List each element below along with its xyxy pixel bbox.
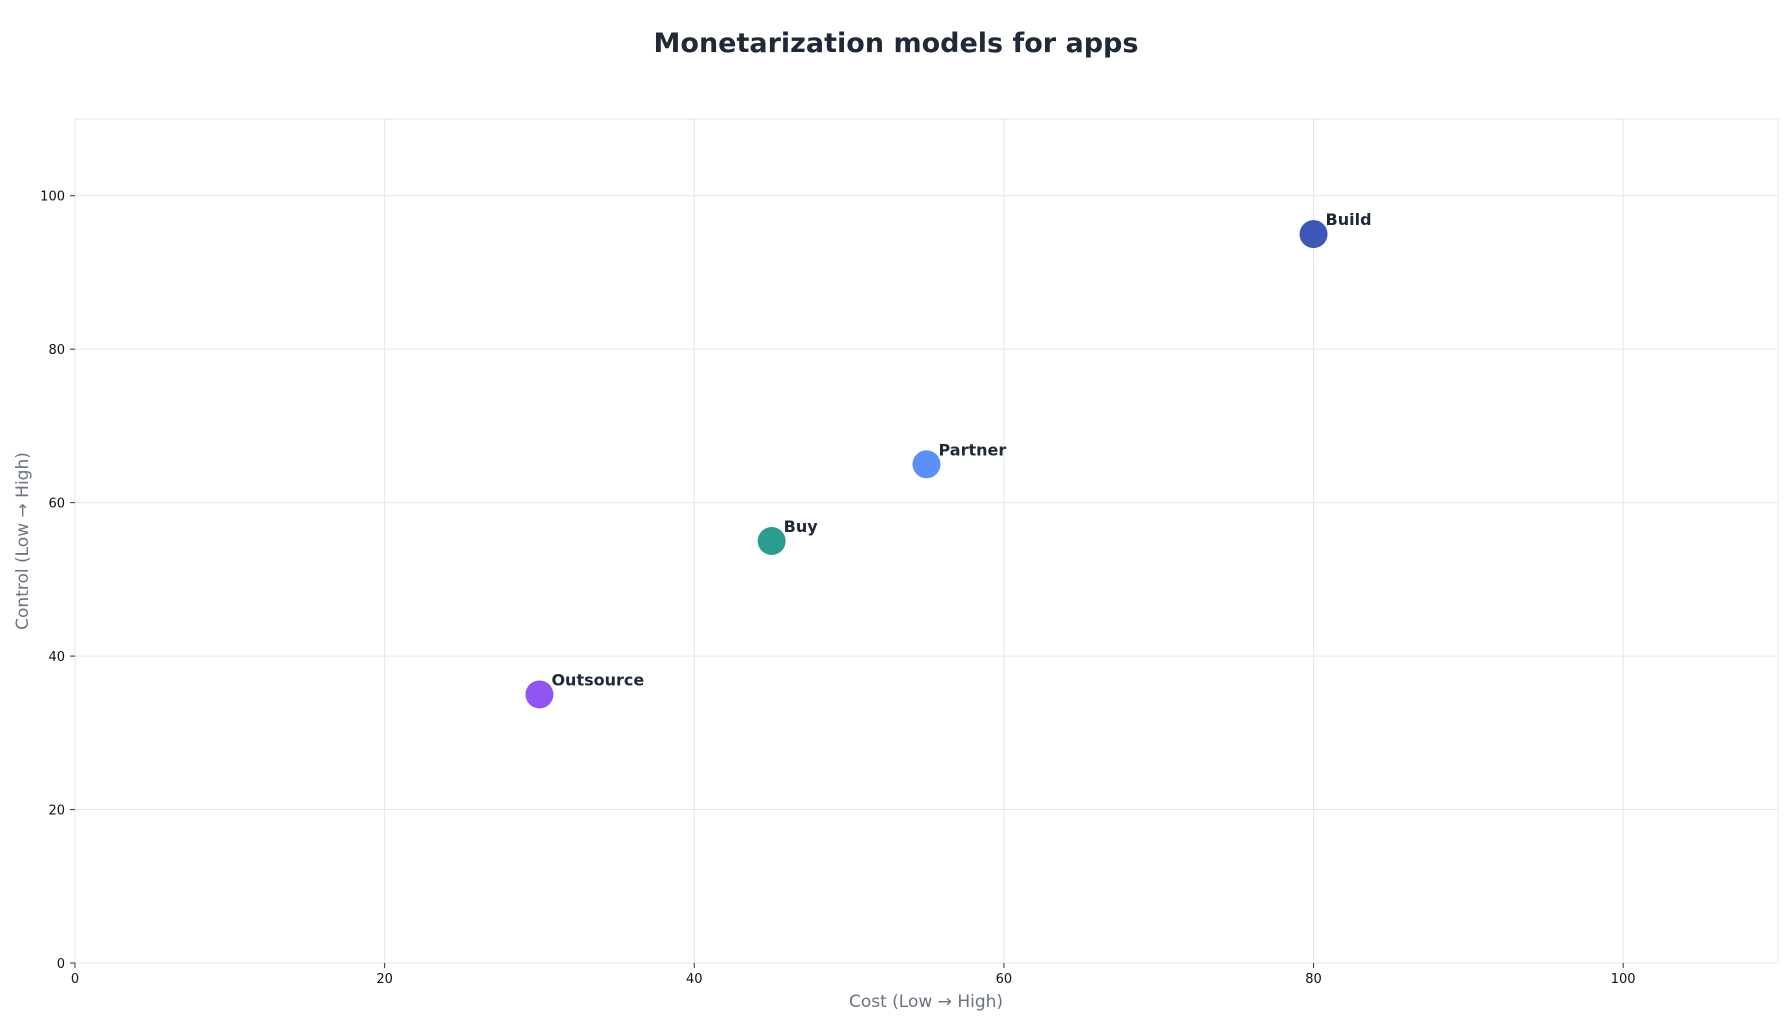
y-tick-label: 100	[40, 190, 65, 205]
data-label-partner: Partner	[939, 440, 1007, 459]
y-tick-label: 60	[48, 497, 65, 512]
chart-title: Monetarization models for apps	[654, 28, 1139, 59]
plot-area	[74, 118, 1779, 964]
data-point-buy	[757, 527, 786, 555]
data-label-outsource: Outsource	[551, 670, 644, 689]
y-tick-label: 0	[57, 957, 65, 972]
data-label-build: Build	[1326, 210, 1372, 229]
x-tick-label: 100	[1611, 972, 1636, 987]
x-tick-label: 20	[376, 972, 393, 987]
data-point-outsource	[525, 680, 554, 709]
y-tick-label: 80	[48, 343, 65, 358]
x-tick-label: 40	[686, 972, 703, 987]
x-tick-label: 0	[71, 972, 79, 987]
x-tick-label: 60	[996, 972, 1013, 987]
x-tick-label: 80	[1305, 972, 1322, 987]
y-axis-label: Control (Low → High)	[13, 452, 33, 630]
data-point-build	[1299, 220, 1328, 249]
data-point-partner	[912, 450, 941, 479]
axis-ticks: 0 20 40 60 80 100 0 20 40 60 80 100	[40, 190, 1635, 987]
y-tick-label: 40	[48, 650, 65, 665]
x-axis-label: Cost (Low → High)	[849, 992, 1003, 1012]
grid-lines	[75, 119, 1778, 963]
data-points: Outsource Buy Partner Build	[525, 210, 1372, 709]
data-label-buy: Buy	[784, 517, 819, 536]
y-tick-label: 20	[48, 804, 65, 819]
